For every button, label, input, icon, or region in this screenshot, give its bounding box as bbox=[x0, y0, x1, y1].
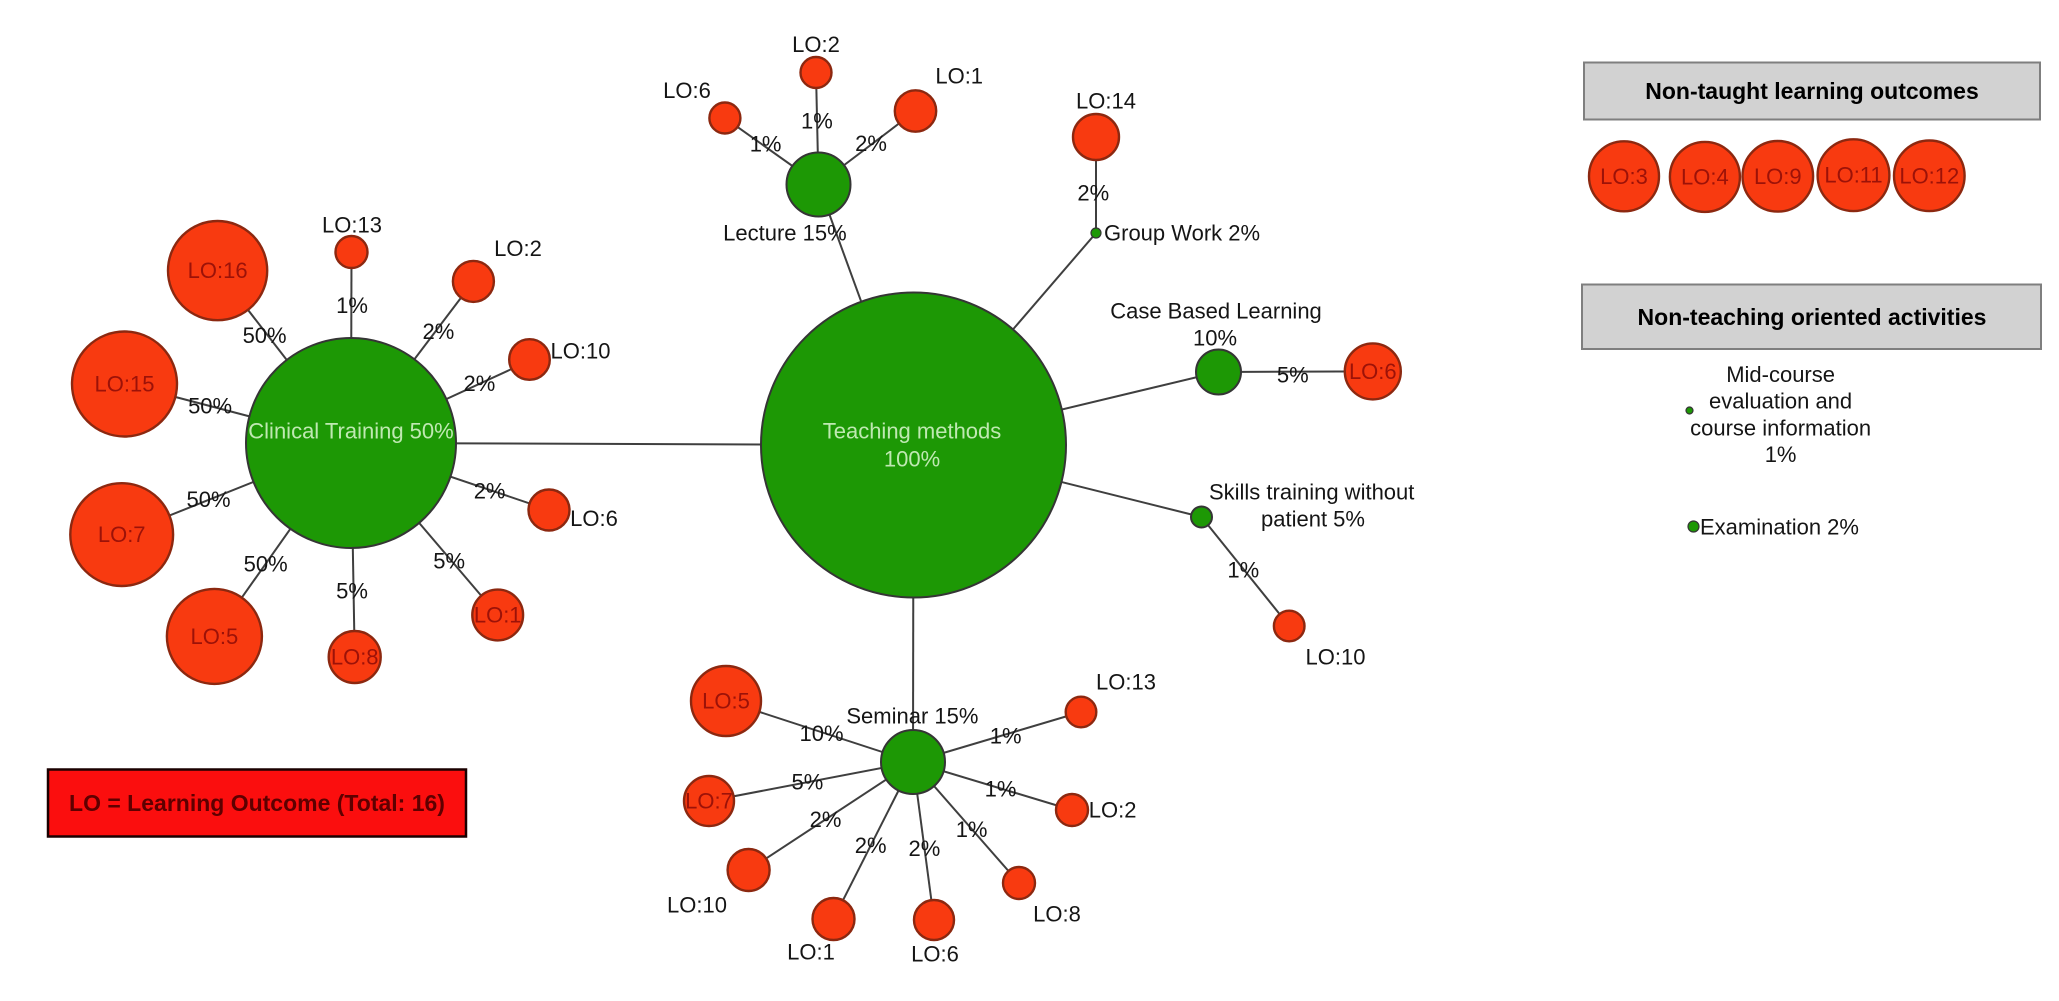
svg-text:10%: 10% bbox=[799, 721, 843, 746]
svg-text:course information: course information bbox=[1690, 416, 1871, 441]
svg-text:2%: 2% bbox=[855, 131, 887, 156]
svg-text:LO:2: LO:2 bbox=[792, 32, 840, 57]
svg-text:LO:1: LO:1 bbox=[787, 940, 835, 965]
svg-text:Seminar 15%: Seminar 15% bbox=[846, 704, 978, 729]
svg-text:LO:6: LO:6 bbox=[570, 506, 618, 531]
svg-text:1%: 1% bbox=[985, 777, 1017, 802]
svg-text:LO:3: LO:3 bbox=[1600, 164, 1648, 189]
svg-text:LO:1: LO:1 bbox=[474, 603, 522, 628]
svg-text:50%: 50% bbox=[186, 487, 230, 512]
svg-text:5%: 5% bbox=[1277, 363, 1309, 388]
svg-text:1%: 1% bbox=[990, 724, 1022, 749]
svg-text:100%: 100% bbox=[884, 447, 940, 472]
svg-text:2%: 2% bbox=[1077, 180, 1109, 205]
svg-text:LO:5: LO:5 bbox=[191, 624, 239, 649]
svg-text:LO:13: LO:13 bbox=[322, 213, 382, 238]
svg-text:LO:8: LO:8 bbox=[331, 645, 379, 670]
svg-text:10%: 10% bbox=[1193, 326, 1237, 351]
svg-text:1%: 1% bbox=[1227, 558, 1259, 583]
svg-text:LO:10: LO:10 bbox=[551, 339, 611, 364]
svg-text:1%: 1% bbox=[750, 132, 782, 157]
svg-text:1%: 1% bbox=[1765, 442, 1797, 467]
svg-text:Non-taught learning outcomes: Non-taught learning outcomes bbox=[1645, 78, 1979, 104]
svg-text:Case Based Learning: Case Based Learning bbox=[1110, 299, 1322, 324]
svg-text:LO:7: LO:7 bbox=[685, 789, 733, 814]
svg-text:Examination 2%: Examination 2% bbox=[1700, 515, 1859, 540]
svg-text:2%: 2% bbox=[474, 478, 506, 503]
svg-text:LO:10: LO:10 bbox=[1306, 645, 1366, 670]
svg-text:5%: 5% bbox=[433, 549, 465, 574]
svg-text:LO:13: LO:13 bbox=[1096, 670, 1156, 695]
svg-text:2%: 2% bbox=[855, 833, 887, 858]
svg-text:1%: 1% bbox=[801, 109, 833, 134]
svg-text:LO:10: LO:10 bbox=[667, 893, 727, 918]
svg-text:5%: 5% bbox=[336, 579, 368, 604]
svg-text:LO:9: LO:9 bbox=[1754, 164, 1802, 189]
svg-text:2%: 2% bbox=[464, 371, 496, 396]
svg-text:LO:6: LO:6 bbox=[1349, 359, 1397, 384]
svg-text:LO:1: LO:1 bbox=[935, 64, 983, 89]
svg-text:LO:2: LO:2 bbox=[1089, 798, 1137, 823]
svg-text:LO:7: LO:7 bbox=[98, 522, 146, 547]
svg-text:LO:5: LO:5 bbox=[702, 689, 750, 714]
svg-text:Non-teaching oriented activiti: Non-teaching oriented activities bbox=[1638, 304, 1987, 330]
svg-text:LO:15: LO:15 bbox=[95, 372, 155, 397]
svg-text:2%: 2% bbox=[909, 836, 941, 861]
svg-text:Mid-course: Mid-course bbox=[1726, 362, 1835, 387]
svg-text:LO:6: LO:6 bbox=[663, 78, 711, 103]
svg-text:2%: 2% bbox=[810, 807, 842, 832]
svg-text:LO:16: LO:16 bbox=[188, 258, 248, 283]
svg-text:LO = Learning Outcome (Total:: LO = Learning Outcome (Total: 16) bbox=[69, 790, 445, 816]
svg-text:Clinical Training 50%: Clinical Training 50% bbox=[248, 419, 453, 444]
svg-text:LO:4: LO:4 bbox=[1681, 164, 1729, 189]
svg-text:Teaching methods: Teaching methods bbox=[823, 419, 1002, 444]
svg-text:LO:2: LO:2 bbox=[494, 236, 542, 261]
svg-text:LO:11: LO:11 bbox=[1824, 163, 1882, 188]
svg-text:2%: 2% bbox=[423, 319, 455, 344]
svg-text:50%: 50% bbox=[188, 394, 232, 419]
svg-text:Skills training without: Skills training without bbox=[1209, 480, 1414, 505]
svg-text:LO:8: LO:8 bbox=[1033, 902, 1081, 927]
svg-text:1%: 1% bbox=[956, 817, 988, 842]
svg-text:evaluation and: evaluation and bbox=[1709, 389, 1852, 414]
svg-text:Group Work 2%: Group Work 2% bbox=[1104, 221, 1260, 246]
svg-text:50%: 50% bbox=[243, 323, 287, 348]
svg-text:Lecture 15%: Lecture 15% bbox=[723, 220, 847, 245]
svg-text:50%: 50% bbox=[244, 552, 288, 577]
svg-text:patient 5%: patient 5% bbox=[1261, 507, 1365, 532]
svg-text:1%: 1% bbox=[336, 293, 368, 318]
svg-text:LO:6: LO:6 bbox=[911, 942, 959, 967]
svg-text:5%: 5% bbox=[792, 770, 824, 795]
svg-text:LO:12: LO:12 bbox=[1899, 163, 1959, 188]
svg-text:LO:14: LO:14 bbox=[1076, 89, 1136, 114]
